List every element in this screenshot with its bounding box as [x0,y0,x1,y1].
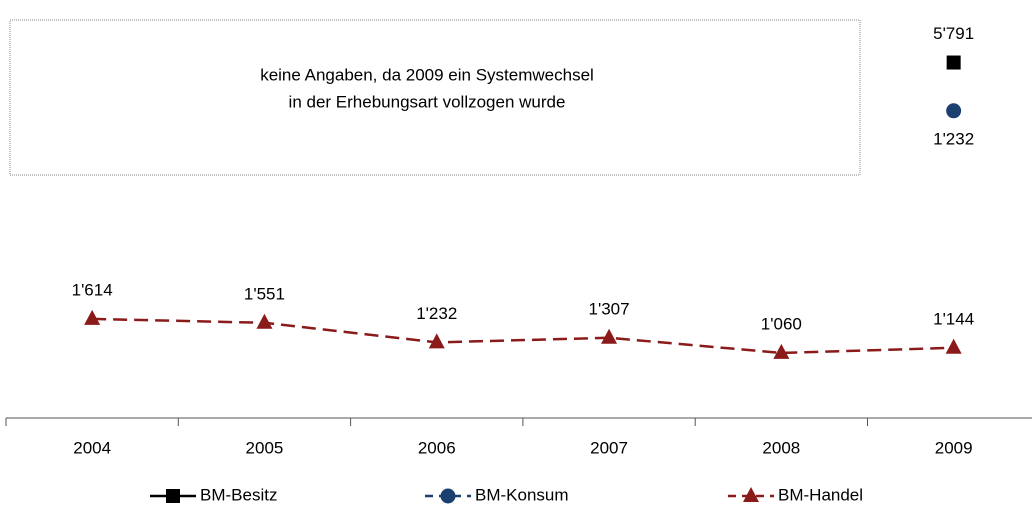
legend-marker [166,489,180,503]
data-point [256,313,273,329]
data-label: 1'307 [589,299,630,318]
legend-label: BM-Konsum [475,485,569,504]
legend-marker [743,487,759,502]
legend-label: BM-Handel [778,485,863,504]
data-label: 1'144 [933,309,974,328]
data-label: 1'232 [933,129,974,148]
annotation-box [9,19,861,176]
data-point [945,338,962,354]
data-point [84,309,101,325]
data-label: 1'232 [416,304,457,323]
annotation: in der Erhebungsart vollzogen wurde [289,92,566,111]
x-tick-label: 2009 [935,438,973,457]
data-label: 5'791 [933,24,974,43]
data-label: 1'614 [72,280,113,299]
x-tick-label: 2004 [73,438,111,457]
data-point [601,328,618,344]
series-line [92,317,954,355]
data-point [946,103,962,119]
data-point [946,55,961,70]
data-label: 1'060 [761,314,802,333]
data-label: 1'551 [244,284,285,303]
x-tick-label: 2008 [762,438,800,457]
x-tick-label: 2007 [590,438,628,457]
legend-label: BM-Besitz [200,485,277,504]
annotation: keine Angaben, da 2009 ein Systemwechsel [260,65,594,84]
data-point [773,343,790,359]
data-point [428,333,445,349]
x-tick-label: 2006 [418,438,456,457]
x-tick-label: 2005 [246,438,284,457]
legend-marker [440,488,456,504]
